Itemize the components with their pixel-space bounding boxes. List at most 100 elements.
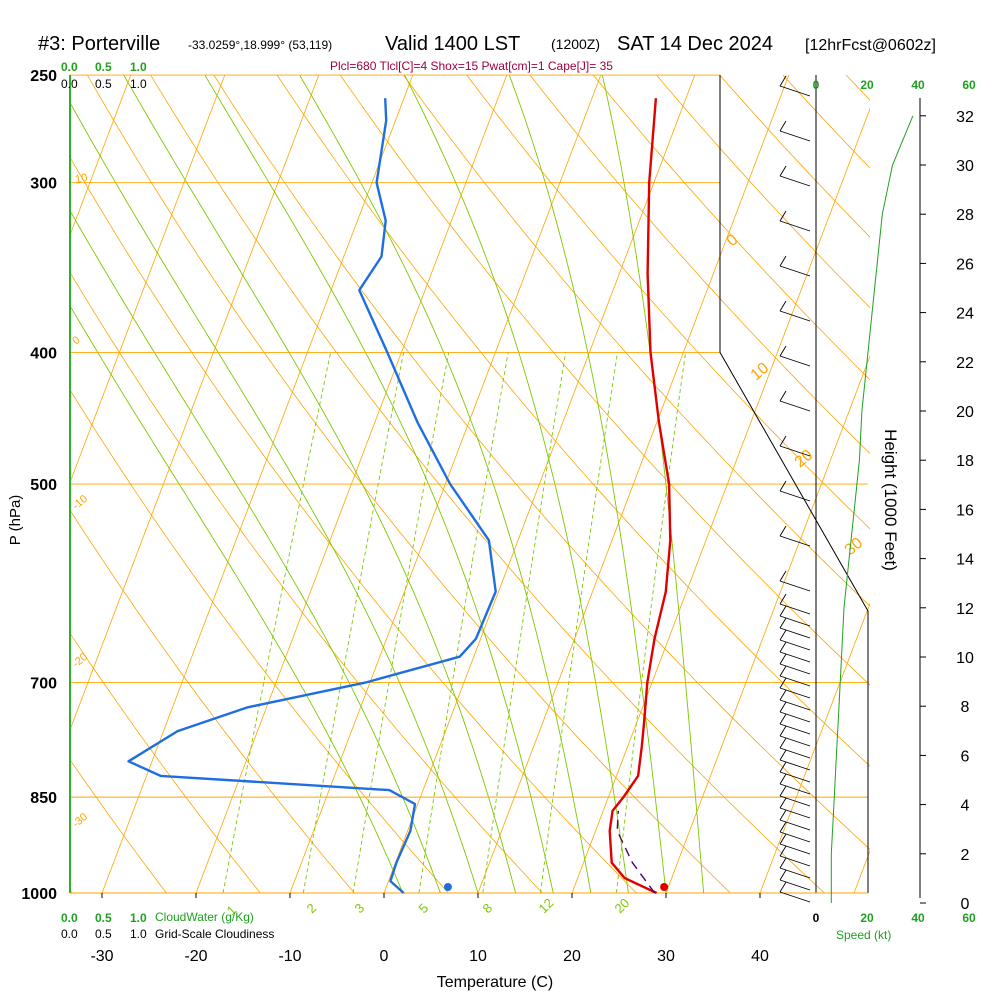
wind-barb-staff [779,651,811,663]
wind-barb-flag [779,120,787,132]
isotherm-line [70,75,226,484]
mixing-ratio-line [352,352,450,894]
dry-adiabat-line [339,75,870,686]
cloud-scale-top-green: 0.5 [95,60,112,74]
height-tick-label: 28 [956,207,974,224]
wind-barb-staff [779,699,811,711]
dry-adiabat-line [909,75,1000,893]
isotherm-label: 10 [748,360,773,385]
wind-barb [779,713,811,735]
wind-barb-flag [779,857,787,869]
dry-adiabat-line [70,271,543,894]
mixing-ratio-label: 20 [612,895,633,916]
height-tick-label: 30 [956,158,974,175]
dry-adiabat-line [466,75,870,530]
x-tick-label: 0 [380,948,389,965]
dry-adiabat-line [845,75,870,101]
x-tick-label: -20 [184,948,207,965]
x-axis-title: Temperature (C) [437,974,553,991]
wind-barb-staff [779,400,811,412]
isotherm-line [853,849,870,894]
wind-barb-staff [779,783,811,795]
wind-barb-staff [779,831,811,843]
wind-barb-staff [779,891,811,903]
cloud-scale-bottom-green: 1.0 [130,911,147,925]
cloud-scale-top-green: 1.0 [130,60,147,74]
wind-barb [779,605,811,627]
wind-barb-flag [779,713,787,725]
wind-barb-flag [779,785,787,797]
wind-barb-flag [779,525,787,537]
wind-barb [779,785,811,807]
x-tick-label: 10 [469,948,487,965]
moist-adiabat-line [123,75,517,894]
wind-barb [779,881,811,903]
moist-adiabat-line [70,209,441,894]
height-tick-label: 22 [956,355,974,372]
dry-adiabat-line [592,75,870,381]
wind-barb [779,737,811,759]
mixing-ratio-label: 8 [480,900,496,916]
isotherm-label: 30 [842,535,867,560]
wind-barb-flag [779,725,787,737]
wind-barb-staff [779,711,811,723]
y-axis-title: P (hPa) [7,495,24,546]
pressure-tick-label: 400 [30,345,57,362]
dry-adiabat-line [70,389,449,894]
wind-barb [779,390,811,412]
wind-barb-flag [779,809,787,821]
wind-barb-flag [779,593,787,605]
mixing-ratio-line [302,352,405,894]
wind-barb-staff [779,771,811,783]
wind-barb [779,120,811,142]
wind-barb-flag [779,737,787,749]
dry-adiabat-line [87,75,731,894]
height-axis-title: Height (1000 Feet) [881,429,900,571]
wind-barb [779,701,811,723]
wind-barb-staff [779,639,811,651]
cloud-scale-top-black: 0.0 [61,77,78,91]
wind-barb-flag [779,773,787,785]
moist-adiabat-line [601,75,705,894]
height-tick-label: 12 [956,601,974,618]
dry-adiabat-line [276,75,870,767]
isotherm-line [70,75,132,237]
wind-barb-staff [779,175,811,187]
isotherm-label: -20 [70,651,90,670]
speed-tick-top: 0 [813,78,820,92]
wind-barb-flag [779,833,787,845]
wind-barb-staff [779,220,811,232]
wind-barb-staff [779,663,811,675]
wind-barb-staff [779,735,811,747]
isotherm-label: -30 [70,811,90,830]
speed-tick-bottom: 20 [860,911,874,925]
surface-dewpoint-dot [443,883,452,891]
wind-barb-staff [779,843,811,855]
cloud-scale-top-black: 1.0 [130,77,147,91]
wind-barb-staff [779,867,811,879]
diagram-right-edge [719,75,869,893]
surface-temp-dot [660,883,669,891]
wind-barb [779,725,811,747]
wind-barb-staff [779,603,811,615]
wind-barb-flag [779,605,787,617]
temperature-trace [608,98,672,895]
dry-adiabat-line [529,75,870,455]
height-tick-label: 32 [956,109,974,126]
moist-adiabat-line [508,75,667,894]
wind-barb-flag [779,869,787,881]
dry-adiabat-line [403,75,870,607]
wind-barb-staff [779,445,811,457]
wind-barb [779,761,811,783]
height-tick-label: 20 [956,404,974,421]
pressure-tick-label: 700 [30,676,57,693]
wind-barb-staff [779,807,811,819]
height-tick-label: 10 [956,650,974,667]
x-tick-label: -10 [278,948,301,965]
cloud-scale-bottom-black: 1.0 [130,927,147,941]
wind-barb-flag [779,75,787,87]
stability-indices: Plcl=680 Tlcl[C]=4 Shox=15 Pwat[cm]=1 Ca… [330,59,613,73]
speed-tick-bottom: 0 [813,911,820,925]
moist-adiabat-line [299,75,592,894]
